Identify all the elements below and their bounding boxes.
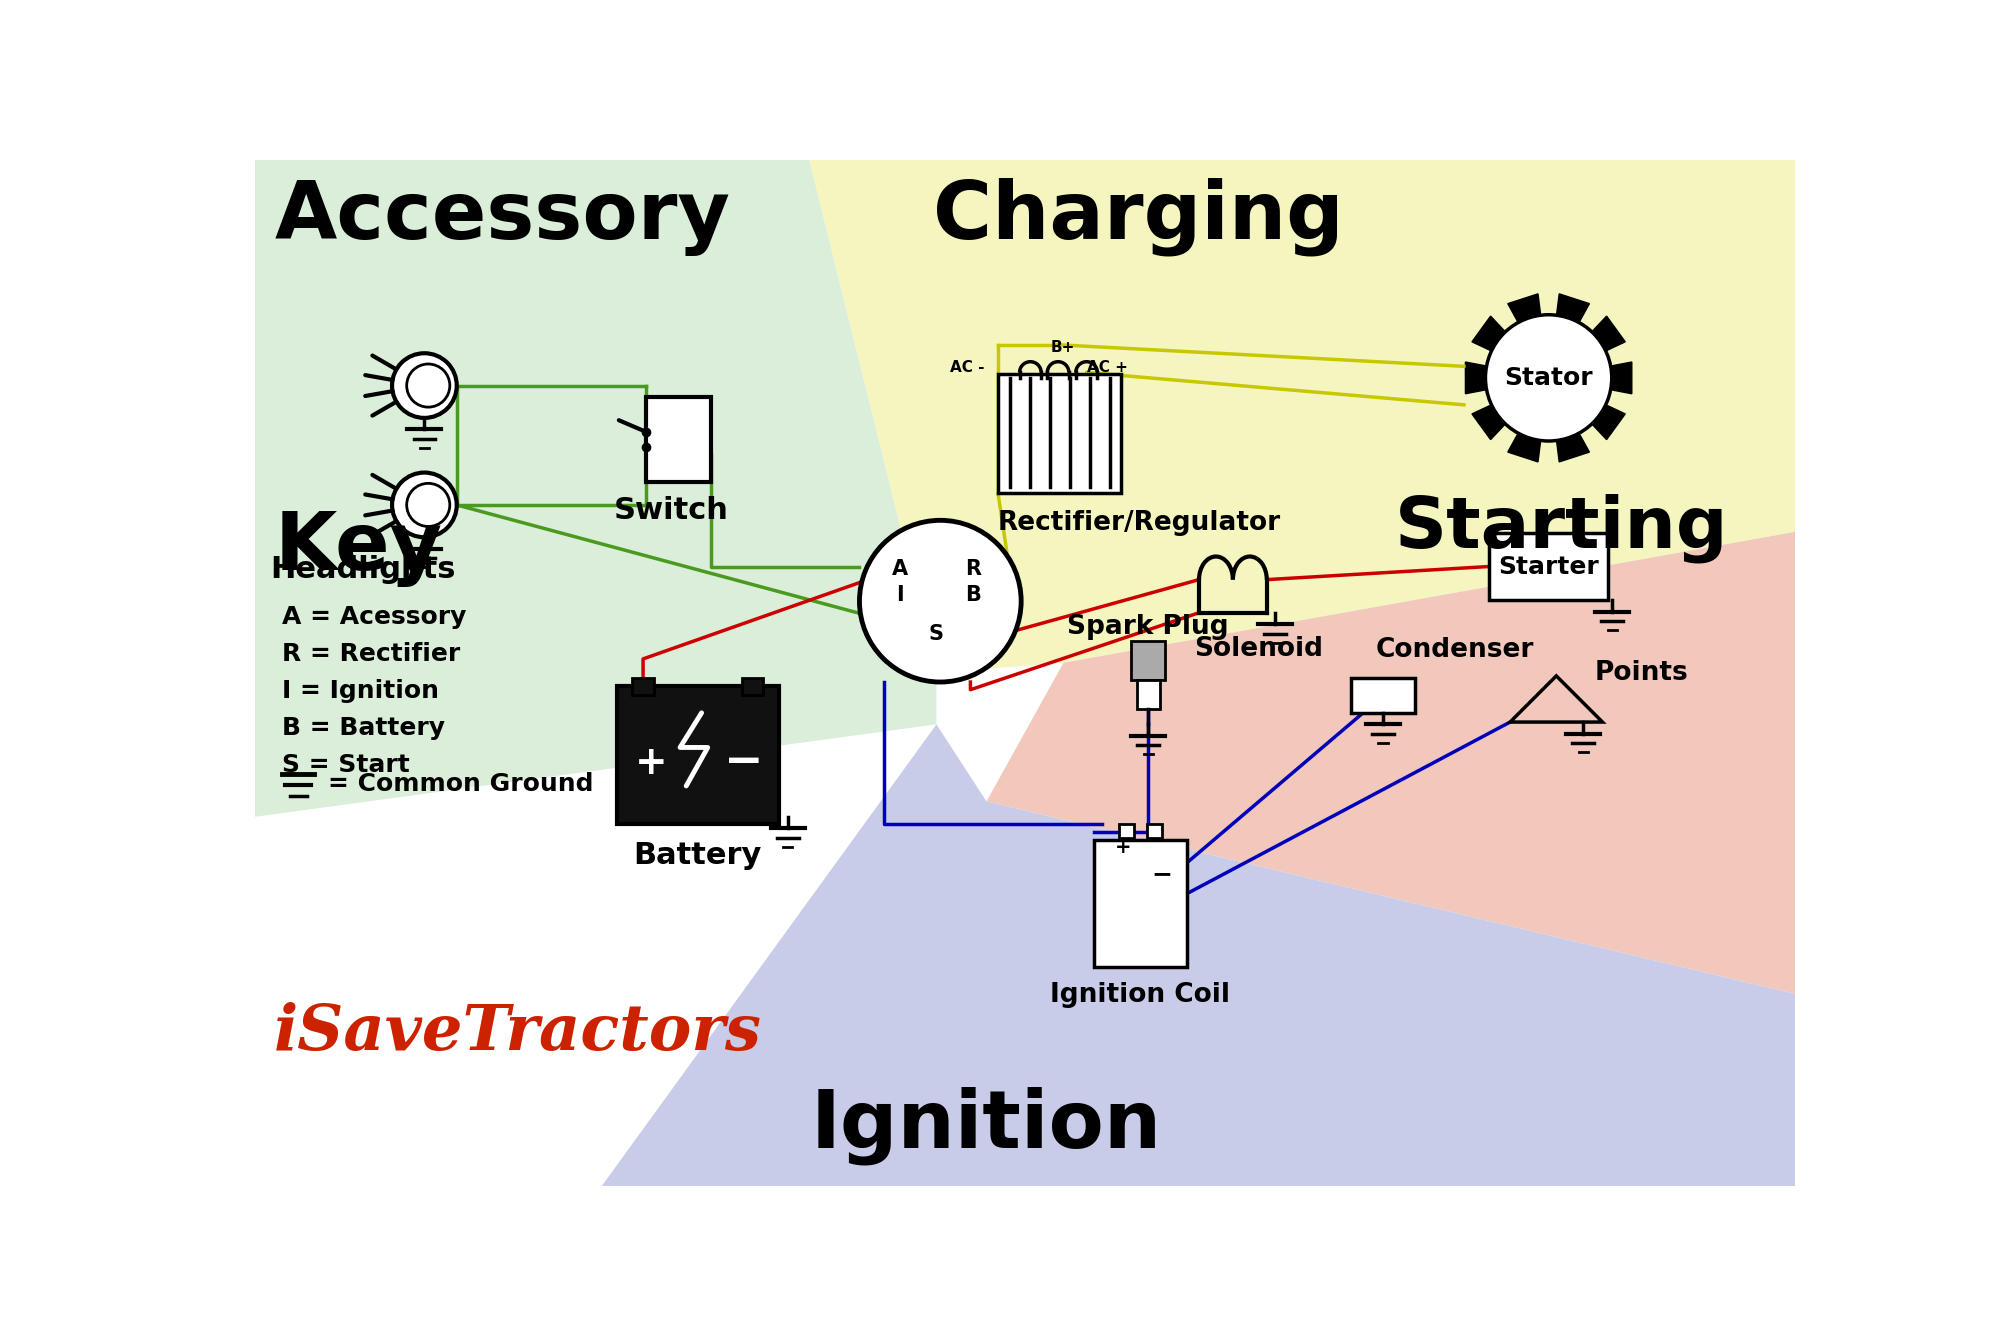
Text: Rectifier/Regulator: Rectifier/Regulator	[998, 511, 1282, 536]
Text: R = Rectifier: R = Rectifier	[282, 643, 460, 666]
Circle shape	[1486, 315, 1612, 441]
FancyBboxPatch shape	[1350, 678, 1416, 713]
FancyBboxPatch shape	[1136, 680, 1160, 709]
Text: Headlights: Headlights	[270, 555, 456, 584]
FancyBboxPatch shape	[1146, 825, 1162, 838]
Text: Condenser: Condenser	[1376, 637, 1534, 663]
Text: Points: Points	[1594, 660, 1688, 686]
Text: A: A	[892, 559, 908, 579]
Text: Charging: Charging	[932, 177, 1344, 256]
Text: Stator: Stator	[1504, 365, 1592, 389]
Text: B = Battery: B = Battery	[282, 716, 444, 740]
Polygon shape	[1472, 316, 1506, 351]
Text: Spark Plug: Spark Plug	[1068, 613, 1228, 640]
Text: S = Start: S = Start	[282, 753, 410, 777]
FancyBboxPatch shape	[742, 678, 764, 694]
Text: B+: B+	[1050, 340, 1074, 355]
Text: iSaveTractors: iSaveTractors	[274, 1001, 762, 1064]
Polygon shape	[1592, 316, 1626, 351]
Polygon shape	[1508, 433, 1540, 463]
Text: = Common Ground: = Common Ground	[328, 772, 594, 796]
Polygon shape	[1592, 405, 1626, 440]
Circle shape	[392, 353, 456, 419]
Text: I = Ignition: I = Ignition	[282, 678, 438, 702]
FancyBboxPatch shape	[1094, 840, 1186, 966]
Text: +: +	[1116, 838, 1132, 857]
Text: Solenoid: Solenoid	[1194, 636, 1324, 661]
Text: Ignition: Ignition	[810, 1086, 1162, 1165]
Circle shape	[860, 520, 1022, 682]
Text: B: B	[964, 585, 980, 605]
Text: AC -: AC -	[950, 360, 984, 376]
Polygon shape	[1556, 433, 1590, 463]
FancyBboxPatch shape	[998, 375, 1122, 493]
FancyBboxPatch shape	[616, 686, 778, 825]
Text: Starting: Starting	[1394, 493, 1728, 563]
Text: A = Acessory: A = Acessory	[282, 605, 466, 629]
Polygon shape	[602, 724, 1796, 1186]
Text: I: I	[896, 585, 904, 605]
Circle shape	[406, 364, 450, 407]
Polygon shape	[810, 160, 1796, 673]
Polygon shape	[986, 532, 1796, 994]
FancyBboxPatch shape	[1488, 533, 1608, 600]
Polygon shape	[256, 160, 936, 817]
FancyBboxPatch shape	[632, 678, 654, 694]
Polygon shape	[1610, 363, 1632, 393]
Text: +: +	[636, 744, 668, 782]
FancyBboxPatch shape	[1118, 825, 1134, 838]
Text: R: R	[964, 559, 980, 579]
Text: S: S	[928, 624, 944, 644]
Polygon shape	[1556, 293, 1590, 323]
Text: AC +: AC +	[1086, 360, 1128, 376]
Circle shape	[392, 473, 456, 537]
Polygon shape	[1472, 405, 1506, 440]
Text: −: −	[724, 740, 764, 785]
Text: Battery: Battery	[634, 841, 762, 870]
Polygon shape	[1466, 363, 1486, 393]
FancyBboxPatch shape	[646, 397, 712, 481]
Text: Accessory: Accessory	[274, 177, 730, 256]
Text: −: −	[1152, 862, 1172, 886]
Text: Switch: Switch	[614, 496, 728, 525]
Text: Ignition Coil: Ignition Coil	[1050, 982, 1230, 1008]
FancyBboxPatch shape	[1132, 641, 1166, 680]
Text: Starter: Starter	[1498, 555, 1598, 579]
Text: Key: Key	[274, 509, 442, 587]
Polygon shape	[1508, 293, 1540, 323]
Circle shape	[406, 484, 450, 527]
